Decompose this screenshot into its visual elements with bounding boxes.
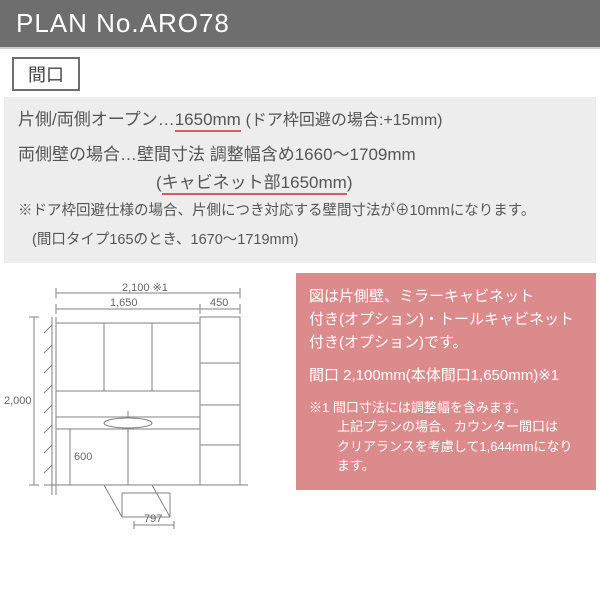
dim-2000: 2,000 (4, 395, 32, 407)
pink-note-box: 図は片側壁、ミラーキャビネット 付き(オプション)・トールキャビネット 付き(オ… (296, 273, 596, 490)
elevation-drawing: 2,100 ※1 1,650 450 2,000 600 797 (4, 273, 286, 531)
spec-line-2b-close: ) (347, 173, 353, 192)
grey-spec-box: 片側/両側オープン…1650mm (ドア枠回避の場合:+15mm) 両側壁の場合… (4, 97, 596, 263)
dim-450: 450 (210, 297, 228, 309)
dim-797: 797 (144, 513, 162, 525)
pink-s3: クリアランスを考慮して1,644mmになります。 (337, 437, 583, 476)
spec-line-1c: (ドア枠回避の場合:+15mm) (246, 112, 443, 129)
section-tag-maguchi: 間口 (12, 57, 80, 91)
pink-p1: 図は片側壁、ミラーキャビネット (309, 285, 583, 308)
spec-note-2: (間口タイプ165のとき、1670～1719mm) (32, 230, 582, 251)
plan-title: PLAN No.ARO78 (0, 0, 600, 49)
pink-s2: 上記プランの場合、カウンター間口は (337, 417, 583, 437)
spec-line-2a: 両側壁の場合…壁間寸法 調整幅含め1660～1709mm (18, 143, 582, 168)
drawing-svg (4, 273, 286, 531)
dim-1650: 1,650 (110, 297, 138, 309)
dim-600: 600 (74, 451, 92, 463)
pink-p2: 付き(オプション)・トールキャビネット (309, 308, 583, 331)
lower-row: 2,100 ※1 1,650 450 2,000 600 797 図は片側壁、ミ… (4, 273, 596, 531)
spec-line-2b: (キャビネット部1650mm) (156, 168, 582, 193)
dim-2100: 2,100 ※1 (122, 281, 168, 294)
spec-line-2b-open: ( (156, 173, 162, 192)
pink-p3: 付き(オプション)です。 (309, 331, 583, 354)
pink-p4: 間口 2,100mm(本体間口1,650mm)※1 (309, 364, 583, 387)
spec-line-2b-underlined: キャビネット部1650mm (162, 173, 347, 195)
pink-s1: ※1 間口寸法には調整幅を含みます。 (309, 398, 583, 418)
spec-line-1b-underlined: 1650mm (175, 110, 241, 132)
spec-line-1: 片側/両側オープン…1650mm (ドア枠回避の場合:+15mm) (18, 107, 582, 133)
spec-line-1a: 片側/両側オープン… (18, 110, 175, 129)
spec-note-1: ※ドア枠回避仕様の場合、片側につき対応する壁間寸法が⊕10mmになります。 (18, 201, 582, 222)
